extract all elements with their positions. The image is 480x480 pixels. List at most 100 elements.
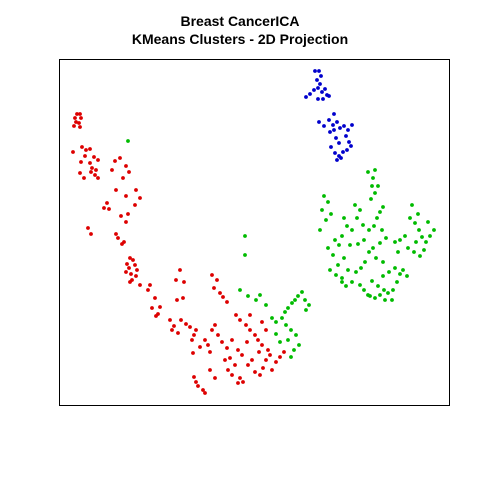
data-point [125, 262, 129, 266]
data-point [332, 112, 336, 116]
data-point [401, 268, 405, 272]
data-point [153, 296, 157, 300]
data-point [127, 170, 131, 174]
data-point [170, 328, 174, 332]
data-point [339, 156, 343, 160]
data-point [349, 144, 353, 148]
data-point [335, 158, 339, 162]
data-point [102, 206, 106, 210]
data-point [72, 124, 76, 128]
data-point [308, 92, 312, 96]
data-point [408, 216, 412, 220]
data-point [294, 333, 298, 337]
data-point [133, 263, 137, 267]
data-point [188, 325, 192, 329]
data-point [348, 243, 352, 247]
data-point [413, 221, 417, 225]
data-point [154, 314, 158, 318]
data-point [375, 216, 379, 220]
data-point [274, 320, 278, 324]
data-point [248, 328, 252, 332]
data-point [138, 196, 142, 200]
data-point [122, 240, 126, 244]
data-point [113, 159, 117, 163]
data-point [381, 274, 385, 278]
data-point [133, 203, 137, 207]
data-point [337, 141, 341, 145]
data-point [75, 112, 79, 116]
data-point [344, 134, 348, 138]
data-point [353, 203, 357, 207]
data-point [241, 380, 245, 384]
data-point [260, 320, 264, 324]
data-point [178, 268, 182, 272]
data-point [194, 380, 198, 384]
data-point [362, 238, 366, 242]
data-point [208, 368, 212, 372]
data-point [278, 355, 282, 359]
data-point [260, 343, 264, 347]
data-point [406, 246, 410, 250]
data-point [386, 291, 390, 295]
data-point [327, 94, 331, 98]
data-point [293, 298, 297, 302]
data-point [398, 238, 402, 242]
data-point [238, 288, 242, 292]
data-point [428, 234, 432, 238]
data-point [270, 316, 274, 320]
data-point [333, 238, 337, 242]
data-point [414, 240, 418, 244]
data-point [393, 266, 397, 270]
data-point [387, 270, 391, 274]
data-point [337, 243, 341, 247]
data-point [372, 224, 376, 228]
data-point [245, 340, 249, 344]
data-point [373, 191, 377, 195]
data-point [326, 246, 330, 250]
data-point [114, 188, 118, 192]
data-point [278, 340, 282, 344]
data-point [355, 216, 359, 220]
data-point [335, 120, 339, 124]
data-point [208, 350, 212, 354]
data-point [71, 150, 75, 154]
data-point [284, 323, 288, 327]
data-point [300, 290, 304, 294]
data-point [226, 368, 230, 372]
plot-frame [59, 59, 450, 406]
data-point [192, 375, 196, 379]
data-point [213, 323, 217, 327]
data-point [340, 280, 344, 284]
data-point [256, 338, 260, 342]
data-point [215, 278, 219, 282]
data-point [110, 168, 114, 172]
data-point [358, 283, 362, 287]
data-point [230, 338, 234, 342]
data-point [176, 331, 180, 335]
data-point [225, 300, 229, 304]
data-point [317, 120, 321, 124]
data-point [84, 148, 88, 152]
data-point [366, 170, 370, 174]
data-point [390, 298, 394, 302]
data-point [432, 228, 436, 232]
data-point [323, 87, 327, 91]
data-point [312, 88, 316, 92]
data-point [268, 353, 272, 357]
data-point [114, 232, 118, 236]
data-point [315, 78, 319, 82]
data-point [342, 256, 346, 260]
data-point [327, 118, 331, 122]
data-point [316, 97, 320, 101]
data-point [289, 328, 293, 332]
data-point [246, 294, 250, 298]
data-point [134, 188, 138, 192]
data-point [261, 366, 265, 370]
data-point [322, 124, 326, 128]
data-point [83, 154, 87, 158]
data-point [274, 332, 278, 336]
data-point [118, 156, 122, 160]
data-point [320, 90, 324, 94]
data-point [124, 164, 128, 168]
data-point [322, 194, 326, 198]
